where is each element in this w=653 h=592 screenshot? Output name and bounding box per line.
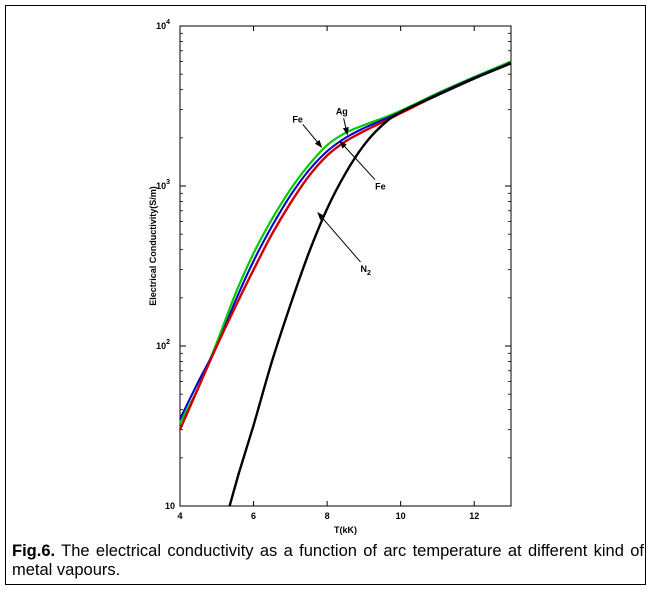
y-axis-label-main: Electrical Conductivity [148, 209, 158, 306]
x-tick-label: 12 [469, 511, 479, 521]
figure-frame: 4 6 8 10 12 10 102 103 104 Ag Fe Fe N2 T(kK) Electr… [5, 5, 646, 585]
annotation-arrow-3 [317, 212, 361, 263]
annotation-arrow-1 [302, 124, 323, 148]
annotation-arrow-2 [339, 140, 376, 181]
x-tick-label: 6 [251, 511, 256, 521]
annotation-label-2: Fe [375, 182, 386, 192]
annotation-label-1: Fe [292, 114, 303, 124]
series-line-3 [228, 62, 512, 507]
y-tick-label: 102 [156, 339, 170, 351]
chart-ticks: 4 6 8 10 12 10 102 103 104 [156, 19, 511, 521]
x-tick-label: 10 [396, 511, 406, 521]
chart-axes [179, 25, 512, 507]
caption-label: Fig.6. [12, 542, 56, 560]
y-tick-label: 104 [156, 19, 170, 31]
x-tick-label: 8 [325, 511, 330, 521]
annotation-label-0: Ag [336, 106, 348, 116]
chart-series [178, 60, 512, 507]
y-tick-label: 103 [156, 179, 170, 191]
conductivity-chart: 4 6 8 10 12 10 102 103 104 Ag Fe Fe N2 T(kK) Electr… [148, 19, 512, 535]
y-tick-label: 10 [165, 501, 175, 511]
chart-annotations: Ag Fe Fe N2 [292, 106, 385, 277]
annotation-label-3: N2 [361, 264, 372, 277]
y-axis-label: Electrical Conductivity(S/m) [148, 186, 158, 306]
figure-caption: Fig.6. The electrical conductivity as a … [12, 542, 644, 580]
series-line-2 [178, 62, 512, 431]
caption-text: The electrical conductivity as a functio… [12, 542, 644, 579]
plot-box [179, 25, 512, 507]
annotation-arrow-0 [342, 118, 349, 136]
x-axis-label: T(kK) [334, 525, 357, 535]
x-tick-label: 4 [177, 511, 182, 521]
y-axis-label-unit: (S/m) [148, 186, 158, 209]
